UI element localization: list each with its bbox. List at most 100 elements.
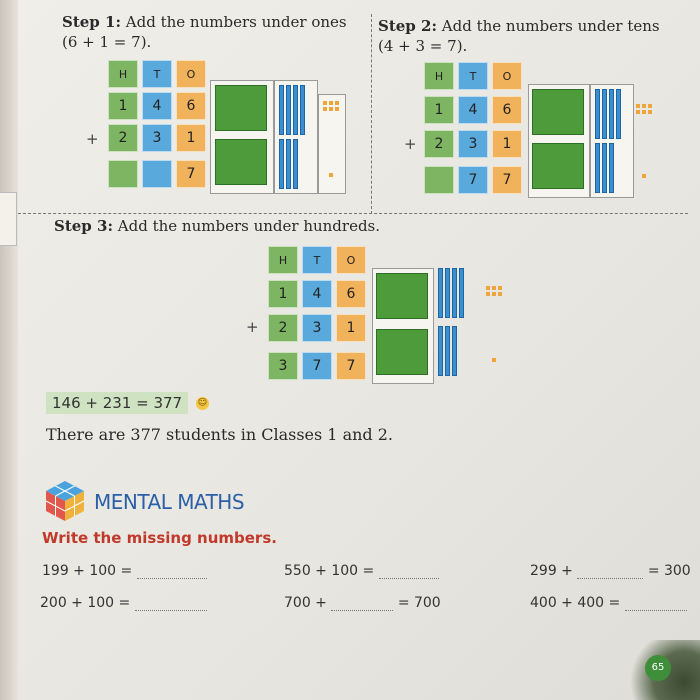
row2-t: 3 (458, 130, 488, 158)
header-t: T (302, 246, 332, 274)
row1-h: 1 (424, 96, 454, 124)
unit-cube (323, 107, 327, 111)
row1-t: 4 (142, 92, 172, 120)
header-h: H (424, 62, 454, 90)
row1-o: 6 (336, 280, 366, 308)
result-h (108, 160, 138, 188)
row2-h: 2 (424, 130, 454, 158)
unit-cube (492, 358, 496, 362)
ten-rod (286, 139, 291, 189)
row2-h: 2 (268, 314, 298, 342)
unit-cube (642, 110, 646, 114)
step3-title: Step 3: Add the numbers under hundreds. (54, 216, 380, 236)
problem-text: 200 + 100 = (40, 595, 131, 611)
result-o: 7 (176, 160, 206, 188)
step2-title: Step 2: Add the numbers under tens (4 + … (378, 16, 660, 56)
answer-blank[interactable] (136, 564, 207, 579)
ten-rod (609, 89, 614, 139)
divider-horizontal (18, 213, 688, 214)
unit-cube (486, 286, 490, 290)
row1-o: 6 (492, 96, 522, 124)
unit-cube (648, 110, 652, 114)
hundreds-blocks (528, 84, 590, 198)
ten-rod (602, 89, 607, 139)
step3-label: Step 3: (54, 217, 113, 235)
final-sentence: There are 377 students in Classes 1 and … (46, 425, 393, 444)
hundreds-blocks (372, 268, 434, 384)
ten-rod (452, 326, 457, 376)
ten-rod (438, 326, 443, 376)
answer-blank[interactable] (577, 564, 644, 579)
unit-cube (492, 286, 496, 290)
ten-rod (279, 139, 284, 189)
answer-blank[interactable] (378, 564, 439, 579)
plus-sign: + (86, 130, 99, 148)
unit-cube (335, 107, 339, 111)
ten-rod (445, 326, 450, 376)
step2-label: Step 2: (378, 17, 437, 35)
answer-blank[interactable] (331, 596, 394, 611)
result-h: 3 (268, 352, 298, 380)
step2-text: Add the numbers under tens (441, 17, 660, 35)
hundred-block (532, 143, 584, 189)
ten-rod (445, 268, 450, 318)
hundred-block (376, 329, 428, 375)
step2-equation: (4 + 3 = 7). (378, 37, 468, 55)
problem-text: = 300 (647, 563, 691, 579)
step1-label: Step 1: (62, 13, 121, 31)
unit-cube (498, 286, 502, 290)
row2-t: 3 (302, 314, 332, 342)
result-h (424, 166, 454, 194)
ten-rod (438, 268, 443, 318)
problem-4: 200 + 100 = (40, 595, 207, 611)
unit-cube (492, 292, 496, 296)
unit-cube (636, 104, 640, 108)
answer-blank[interactable] (134, 596, 207, 611)
result-t (142, 160, 172, 188)
divider-vertical (371, 14, 372, 214)
ten-rod (300, 85, 305, 135)
unit-cube (323, 101, 327, 105)
mental-maths-title: MENTAL MATHS (94, 490, 245, 514)
header-t: T (142, 60, 172, 88)
ten-rod (595, 143, 600, 193)
unit-cube (648, 104, 652, 108)
problem-text: 299 + (530, 563, 573, 579)
ten-rod (293, 139, 298, 189)
plus-sign: + (246, 318, 259, 336)
problem-text: 199 + 100 = (42, 563, 133, 579)
problem-text: = 700 (397, 595, 441, 611)
problem-text: 550 + 100 = (284, 563, 375, 579)
answer-blank[interactable] (624, 596, 687, 611)
unit-cube (329, 101, 333, 105)
ten-rod (293, 85, 298, 135)
step1-title: Step 1: Add the numbers under ones (6 + … (62, 12, 347, 52)
ten-rod (452, 268, 457, 318)
hundred-block (215, 139, 267, 185)
problem-text: 700 + (284, 595, 327, 611)
problem-2: 550 + 100 = (284, 563, 439, 579)
row2-o: 1 (336, 314, 366, 342)
row1-h: 1 (268, 280, 298, 308)
header-t: T (458, 62, 488, 90)
ten-rod (286, 85, 291, 135)
step1-text: Add the numbers under ones (125, 13, 347, 31)
unit-cube (642, 174, 646, 178)
hundred-block (376, 273, 428, 319)
row2-o: 1 (176, 124, 206, 152)
problem-3: 299 + = 300 (530, 563, 691, 579)
plus-sign: + (404, 135, 417, 153)
problem-text: 400 + 400 = (530, 595, 621, 611)
row1-o: 6 (176, 92, 206, 120)
problem-5: 700 + = 700 (284, 595, 441, 611)
hundred-block (532, 89, 584, 135)
header-h: H (108, 60, 138, 88)
page-tab (0, 192, 17, 246)
result-o: 7 (492, 166, 522, 194)
row1-t: 4 (458, 96, 488, 124)
mental-maths-instruction: Write the missing numbers. (42, 529, 277, 547)
ten-rod (602, 143, 607, 193)
result-o: 7 (336, 352, 366, 380)
row2-t: 3 (142, 124, 172, 152)
unit-cube (642, 104, 646, 108)
